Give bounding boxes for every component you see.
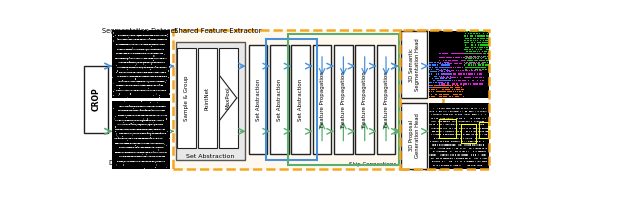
Bar [249,45,268,154]
Bar [355,45,374,154]
Text: Feature Propagation: Feature Propagation [383,72,388,127]
Text: 3D Proposal
Generation Head: 3D Proposal Generation Head [409,113,420,158]
Text: Set Abstraction: Set Abstraction [277,78,282,121]
Bar [173,30,443,169]
Text: Feature Propagation: Feature Propagation [341,72,346,127]
Text: Feature Propagation: Feature Propagation [319,72,324,127]
Bar [219,48,237,148]
Bar [401,31,428,98]
Bar [198,48,217,148]
Text: Set Abstraction: Set Abstraction [298,78,303,121]
Bar [288,34,399,165]
Bar [291,45,310,154]
Bar [334,45,353,154]
Bar [400,30,489,169]
Text: 3D Semantic
Segmentation Head: 3D Semantic Segmentation Head [409,38,420,91]
Text: PointNet: PointNet [205,86,210,110]
Text: Segmentation Dataset: Segmentation Dataset [102,28,177,34]
Bar [266,39,317,160]
Text: CROP: CROP [92,88,100,111]
Bar [376,45,396,154]
Bar [270,45,289,154]
Text: Shared Feature Extractor: Shared Feature Extractor [174,28,262,34]
Bar [401,102,428,169]
Text: Detection Dataset: Detection Dataset [109,160,170,166]
Bar [84,66,108,133]
Bar [312,45,332,154]
Bar [177,48,196,148]
Text: Set Abstraction: Set Abstraction [255,78,260,121]
Text: Set Abstraction: Set Abstraction [186,154,235,159]
Text: Skip Connections: Skip Connections [349,162,396,167]
Text: Sample & Group: Sample & Group [184,75,189,121]
Bar [176,42,245,160]
Text: Feature Propagation: Feature Propagation [362,72,367,127]
Text: MaxPool: MaxPool [226,87,231,109]
